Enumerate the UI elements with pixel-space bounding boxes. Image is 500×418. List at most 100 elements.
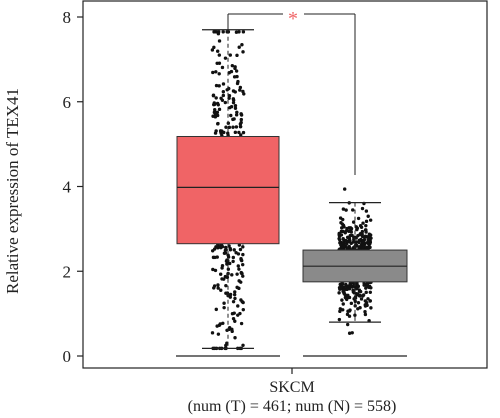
data-point [342,187,347,191]
data-point [366,245,370,250]
data-point [215,101,220,106]
data-point [238,124,243,129]
data-point [223,248,228,253]
data-point [232,248,236,252]
data-point [239,258,244,263]
data-point [364,209,369,213]
data-point [358,224,363,228]
data-point [358,232,362,237]
data-point [221,30,225,34]
data-point [231,98,236,102]
data-point [368,218,373,222]
data-point [239,280,243,284]
data-point [214,307,218,312]
data-point [234,30,239,34]
data-point [345,287,349,291]
data-point [216,122,220,126]
data-point [233,106,238,110]
data-point [345,246,350,250]
data-point [241,307,245,312]
data-point [233,103,238,108]
data-point [215,110,220,115]
data-point [238,85,243,90]
data-point [350,233,354,238]
data-point [213,131,218,135]
x-axis-count-label: (num (T) = 461; num (N) = 558) [188,398,397,415]
data-point [221,93,226,98]
data-point [237,45,241,49]
data-point [217,30,221,34]
data-point [211,70,215,75]
data-point [228,248,233,252]
data-point [213,255,217,260]
data-point [228,292,233,297]
data-point [361,294,365,298]
data-point [369,306,373,310]
data-point [221,321,225,325]
data-point [233,290,237,294]
data-point [349,226,354,231]
data-point [224,283,228,288]
data-point [235,110,239,114]
data-point [218,322,222,326]
y-tick-label: 4 [63,178,72,197]
data-point [219,131,223,135]
data-point [232,292,237,297]
data-point [210,48,215,52]
data-point [239,113,244,117]
data-point [363,304,368,308]
data-point [214,83,219,88]
data-point [355,243,359,248]
data-point [340,298,344,302]
data-point [360,206,365,211]
data-point [235,74,239,79]
data-point [349,230,353,234]
data-point [231,259,235,264]
data-point [236,304,240,308]
data-point [241,50,245,54]
data-point [221,82,226,86]
data-point [232,311,236,315]
data-point [338,238,342,242]
data-point [347,331,352,335]
data-point [220,65,225,70]
data-point [224,125,228,129]
data-point [353,313,357,317]
axes-layer: 0 2 4 6 8 [63,0,488,374]
data-point [236,79,240,84]
data-point [347,309,352,313]
data-point [339,286,343,291]
y-tick-label: 8 [63,8,72,27]
data-point [341,302,345,306]
data-point [212,101,216,105]
data-point [356,301,361,305]
data-point [240,300,244,304]
data-point [213,108,217,112]
data-point [216,283,220,287]
data-point [361,246,365,250]
data-point [230,329,234,334]
data-point [239,321,244,326]
data-point [233,90,237,94]
data-point [241,252,245,257]
data-point [226,255,231,259]
data-point [210,331,215,335]
data-point [363,234,368,238]
data-point [231,125,235,129]
data-point [229,113,233,118]
data-point [223,100,228,105]
data-point [231,117,235,122]
data-point [345,322,350,327]
data-point [211,267,215,272]
data-point [241,30,246,34]
data-point [214,96,218,100]
y-axis-label: Relative expression of TEX41 [3,88,22,294]
y-tick-label: 0 [63,347,72,366]
data-point [220,263,225,268]
data-point [234,125,239,129]
data-point [230,273,234,277]
data-point [341,207,346,211]
data-point [338,216,343,220]
data-point [350,331,354,335]
